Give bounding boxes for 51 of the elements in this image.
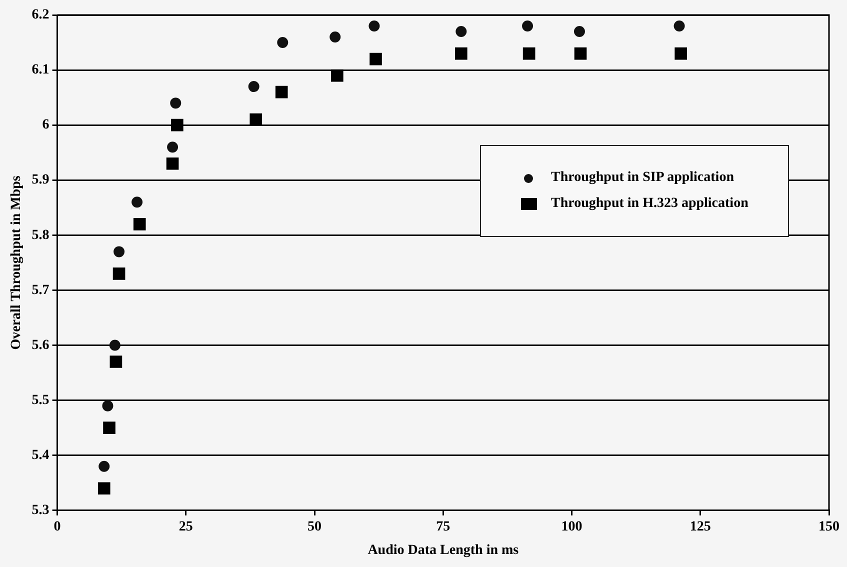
point: [112, 268, 126, 280]
point: [98, 482, 110, 495]
point: [171, 118, 184, 132]
point: [370, 52, 382, 66]
point: [330, 32, 341, 43]
point: [456, 26, 467, 38]
y-tick-label: 5.5: [32, 392, 50, 408]
point: [522, 20, 534, 32]
point: [166, 157, 179, 170]
point: [674, 20, 685, 32]
y-tick-label: 6: [42, 118, 50, 133]
point: [102, 400, 114, 412]
legend-label: Throughput in H.323 application: [551, 196, 748, 212]
point: [167, 142, 178, 153]
point: [132, 196, 143, 208]
y-tick-label: 5.3: [32, 503, 50, 518]
y-tick-label: 6.2: [32, 8, 50, 23]
x-tick-label: 100: [561, 519, 582, 534]
x-tick-label: 50: [308, 519, 322, 534]
point: [674, 47, 687, 60]
point: [455, 47, 468, 60]
point: [277, 37, 288, 48]
point: [110, 356, 122, 368]
point: [103, 422, 116, 434]
x-tick-label: 25: [178, 519, 193, 534]
x-tick-label: 0: [54, 519, 61, 534]
legend-label: Throughput in SIP application: [551, 170, 734, 186]
y-tick-label: 5.6: [32, 338, 50, 353]
point: [331, 69, 344, 82]
point: [250, 113, 262, 126]
x-tick-label: 150: [818, 519, 840, 534]
point: [368, 20, 380, 32]
point: [114, 246, 125, 258]
point: [109, 340, 120, 351]
y-tick-label: 5.9: [32, 172, 50, 188]
point: [574, 26, 585, 38]
x-tick-label: 75: [436, 519, 450, 534]
y-tick-label: 6.1: [32, 62, 50, 78]
y-tick-label: 5.4: [32, 448, 50, 463]
x-axis-title: Audio Data Length in ms: [368, 543, 520, 558]
point: [275, 86, 288, 98]
point: [522, 47, 536, 60]
point: [248, 81, 260, 92]
y-tick-label: 5.7: [32, 282, 50, 298]
point: [133, 218, 146, 230]
point: [170, 98, 182, 109]
point: [574, 47, 587, 60]
point: [98, 460, 110, 472]
x-tick-label: 125: [690, 519, 711, 534]
y-axis-title: Overall Throughput in Mbps: [9, 175, 24, 350]
y-tick-label: 5.8: [32, 228, 50, 243]
